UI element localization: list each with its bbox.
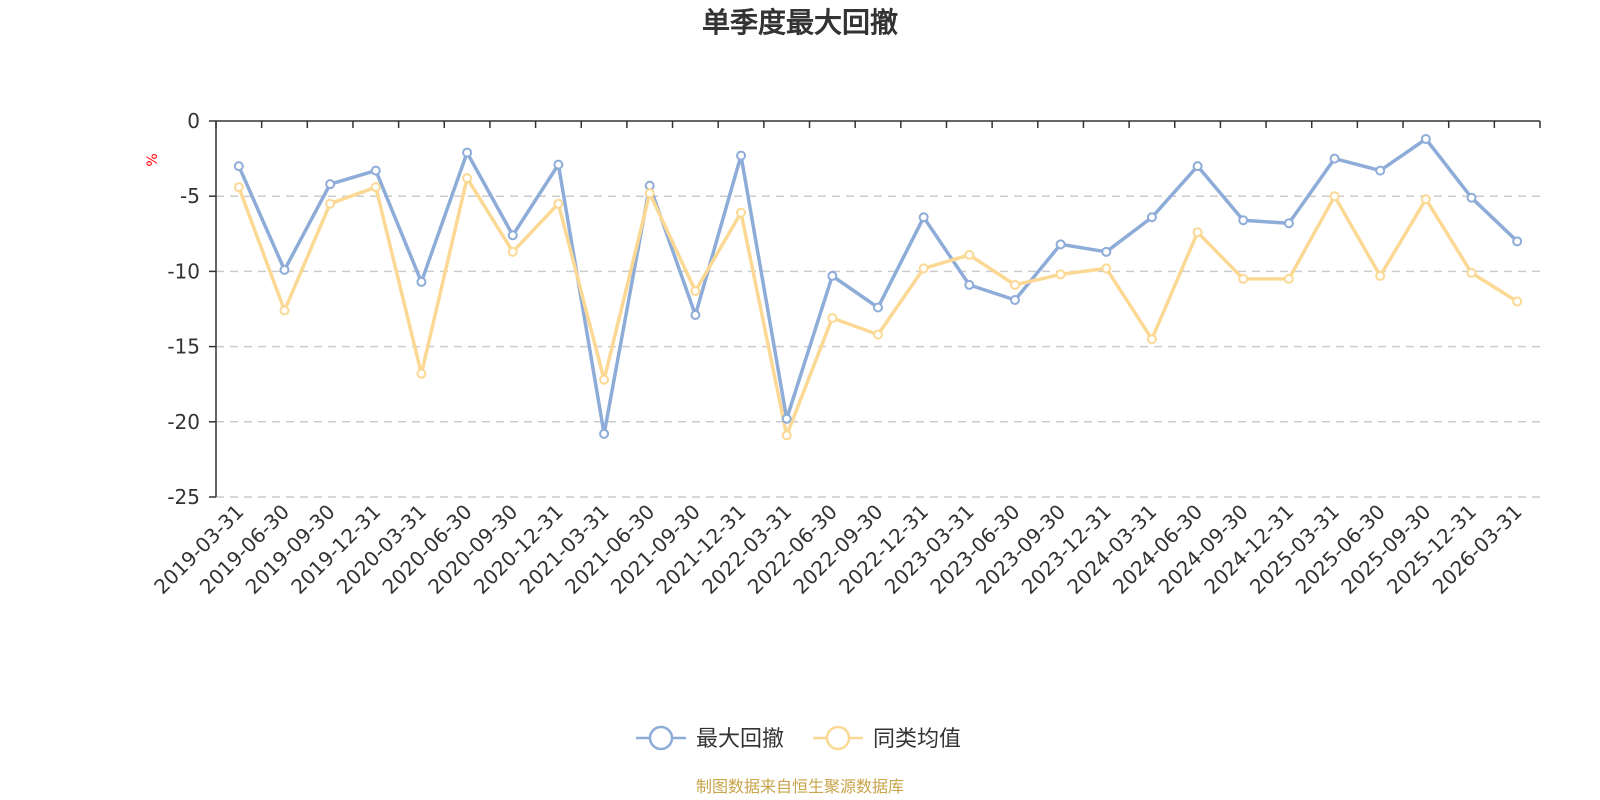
series-1-point[interactable]	[644, 188, 655, 199]
series-1-point[interactable]	[507, 246, 518, 257]
series-0-point[interactable]	[1375, 165, 1386, 176]
y-axis-unit: %	[145, 153, 161, 166]
series-1-point[interactable]	[1283, 273, 1294, 284]
series-1-point[interactable]	[1009, 279, 1020, 290]
series-1-point[interactable]	[1101, 263, 1112, 274]
series-0-point[interactable]	[507, 230, 518, 241]
y-tick-label: -15	[167, 335, 200, 359]
series-1-point[interactable]	[873, 329, 883, 340]
series-0-point[interactable]	[1420, 134, 1431, 145]
series-1-point[interactable]	[690, 285, 701, 296]
series-1-point[interactable]	[279, 305, 290, 316]
legend-marker	[648, 725, 674, 751]
series-0-point[interactable]	[233, 161, 244, 172]
series-1-point[interactable]	[1055, 269, 1066, 280]
data-source-note: 制图数据来自恒生聚源数据库	[696, 777, 904, 796]
series-0-point[interactable]	[599, 428, 610, 439]
series-0-point[interactable]	[1101, 246, 1112, 257]
x-tick-labels: 2019-03-312019-06-302019-09-302019-12-31…	[149, 500, 1527, 599]
series-1-point[interactable]	[599, 374, 610, 385]
legend[interactable]: 最大回撤 同类均值	[636, 725, 961, 752]
series-1-point[interactable]	[1238, 273, 1249, 284]
y-tick-label: 0	[187, 109, 200, 133]
series-line-0	[237, 137, 1519, 436]
series-0-point[interactable]	[1192, 161, 1203, 172]
series-1-point[interactable]	[1375, 270, 1386, 281]
series-0-point[interactable]	[827, 270, 838, 281]
chart-title: 单季度最大回撤	[702, 6, 898, 39]
series-0-point[interactable]	[1055, 239, 1066, 250]
series-1-point[interactable]	[736, 207, 747, 218]
series-0-point[interactable]	[690, 310, 701, 321]
series-0-point[interactable]	[370, 165, 381, 176]
series-1-point[interactable]	[553, 198, 564, 209]
series-1-point[interactable]	[233, 182, 244, 193]
series-1-point[interactable]	[1329, 191, 1340, 202]
series-0-point[interactable]	[873, 302, 883, 313]
y-tick-label: -5	[180, 184, 200, 208]
series-0-point[interactable]	[1466, 192, 1477, 203]
series-1-point[interactable]	[827, 313, 838, 324]
series-0-point[interactable]	[325, 179, 336, 190]
legend-marker	[825, 725, 851, 751]
series-1-point[interactable]	[1466, 267, 1477, 278]
series-0-point[interactable]	[736, 150, 747, 161]
series-0-point[interactable]	[1512, 236, 1523, 247]
legend-item-0[interactable]: 最大回撤	[636, 725, 784, 752]
series-0-point[interactable]	[1329, 153, 1340, 164]
series-0-point[interactable]	[964, 279, 975, 290]
series-0-point[interactable]	[553, 159, 564, 170]
series-1-point[interactable]	[1192, 227, 1203, 238]
series-1-point[interactable]	[370, 182, 381, 193]
series-0-point[interactable]	[416, 276, 427, 287]
series-1-point[interactable]	[781, 430, 792, 441]
series-0-point[interactable]	[1009, 294, 1020, 305]
series-1-point[interactable]	[918, 263, 929, 274]
y-tick-label: -25	[167, 485, 200, 509]
series-0-point[interactable]	[1146, 212, 1157, 223]
series-1-point[interactable]	[416, 368, 427, 379]
series-0-point[interactable]	[1238, 215, 1249, 226]
grid-lines	[216, 195, 1540, 498]
y-tick-label: -20	[167, 410, 200, 434]
series-0-point[interactable]	[279, 264, 290, 275]
legend-label: 最大回撤	[696, 727, 784, 752]
series-0-point[interactable]	[918, 212, 929, 223]
series-1-point[interactable]	[964, 249, 975, 260]
series-1-point[interactable]	[325, 198, 336, 209]
y-tick-label: -10	[167, 259, 200, 283]
axes	[209, 120, 1541, 498]
series-group	[233, 134, 1523, 441]
series-1-point[interactable]	[1146, 334, 1157, 345]
series-0-point[interactable]	[462, 147, 473, 158]
series-1-point[interactable]	[462, 173, 473, 184]
series-0-point[interactable]	[1283, 218, 1294, 229]
series-0-point[interactable]	[781, 413, 792, 424]
y-tick-labels: 0 -5 -10 -15 -20 -25	[167, 109, 200, 509]
series-1-point[interactable]	[1512, 296, 1523, 307]
series-1-point[interactable]	[1420, 194, 1431, 205]
legend-label: 同类均值	[873, 727, 961, 752]
legend-item-1[interactable]: 同类均值	[813, 725, 961, 752]
